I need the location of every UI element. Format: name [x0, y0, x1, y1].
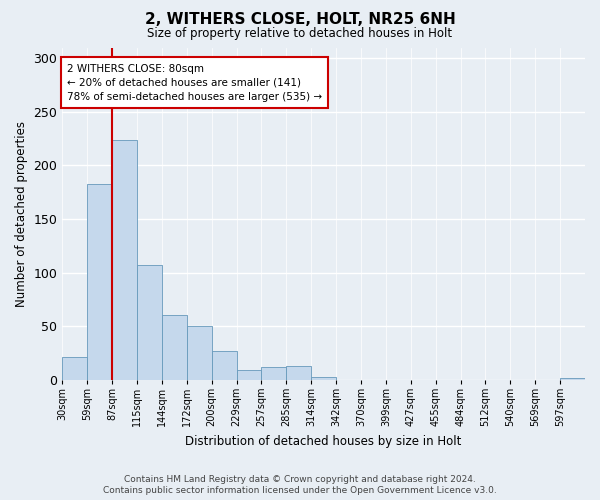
Bar [187, 326, 212, 380]
Text: 2, WITHERS CLOSE, HOLT, NR25 6NH: 2, WITHERS CLOSE, HOLT, NR25 6NH [145, 12, 455, 28]
Bar [62, 357, 87, 380]
Y-axis label: Number of detached properties: Number of detached properties [15, 120, 28, 306]
Bar [311, 376, 336, 380]
Text: Contains public sector information licensed under the Open Government Licence v3: Contains public sector information licen… [103, 486, 497, 495]
Bar [236, 370, 262, 380]
Bar [262, 367, 286, 380]
Text: Contains HM Land Registry data © Crown copyright and database right 2024.: Contains HM Land Registry data © Crown c… [124, 475, 476, 484]
Bar [560, 378, 585, 380]
Text: Size of property relative to detached houses in Holt: Size of property relative to detached ho… [148, 28, 452, 40]
Bar [112, 140, 137, 380]
Bar [87, 184, 112, 380]
Bar [212, 351, 236, 380]
Text: 2 WITHERS CLOSE: 80sqm
← 20% of detached houses are smaller (141)
78% of semi-de: 2 WITHERS CLOSE: 80sqm ← 20% of detached… [67, 64, 322, 102]
Bar [162, 316, 187, 380]
Bar [286, 366, 311, 380]
Bar [137, 265, 162, 380]
X-axis label: Distribution of detached houses by size in Holt: Distribution of detached houses by size … [185, 434, 462, 448]
